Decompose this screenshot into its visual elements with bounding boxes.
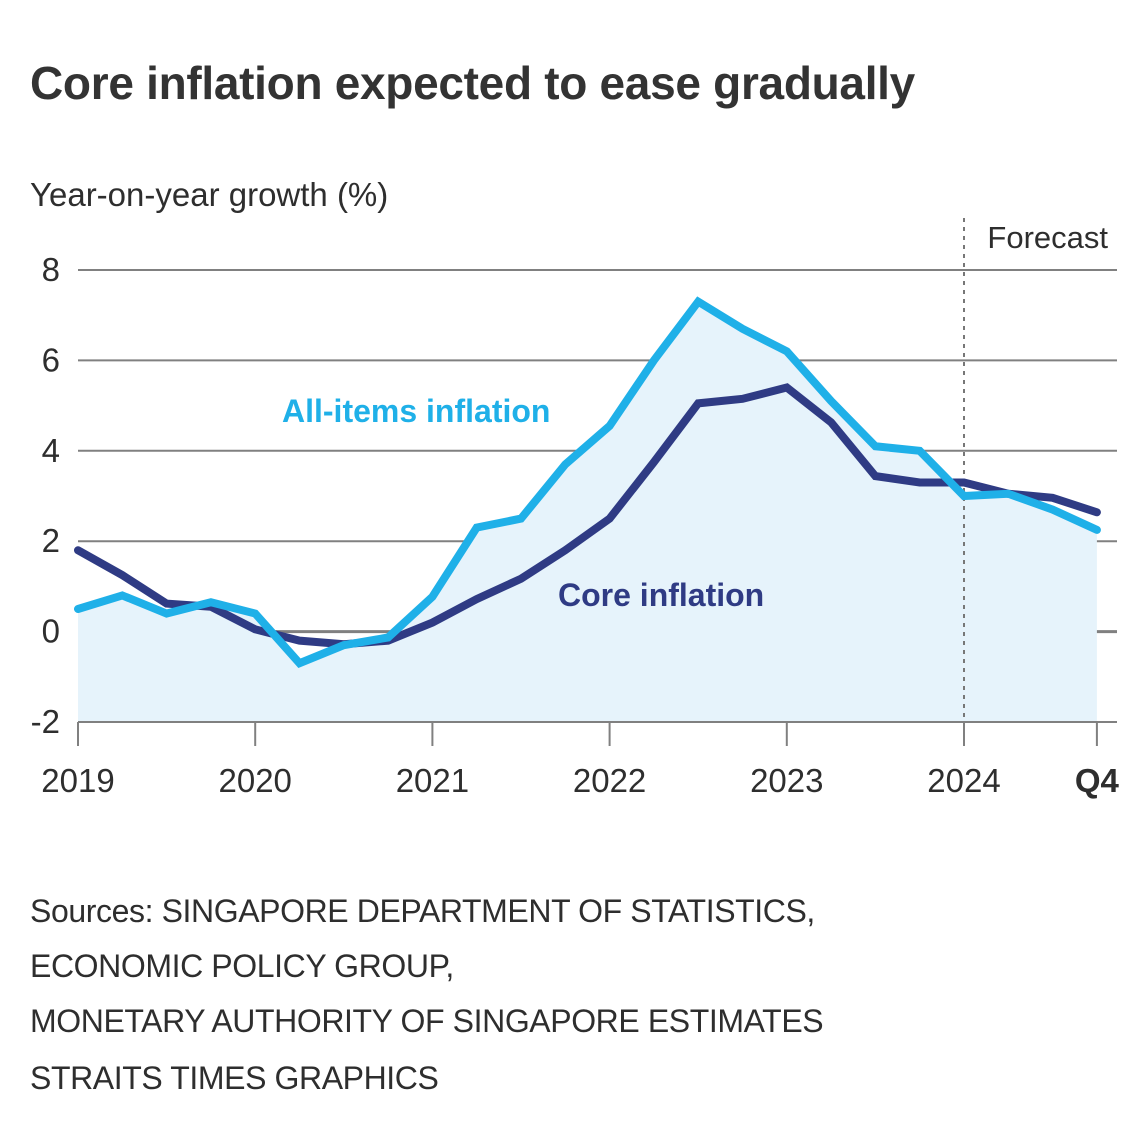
forecast-label: Forecast (987, 220, 1108, 255)
y-tick-label: 6 (42, 341, 60, 378)
series-lines (74, 296, 1101, 669)
core-inflation-line (74, 383, 1101, 649)
y-tick-label: 0 (42, 613, 60, 650)
source-line: ECONOMIC POLICY GROUP, (30, 948, 454, 984)
source-line: Sources: SINGAPORE DEPARTMENT OF STATIST… (30, 893, 815, 929)
y-tick-label: 2 (42, 522, 60, 559)
x-tick-label: Q4 (1075, 762, 1120, 799)
y-tick-label: 8 (42, 251, 60, 288)
y-axis-label: Year-on-year growth (%) (30, 176, 389, 213)
graphics-credit: STRAITS TIMES GRAPHICS (30, 1060, 439, 1096)
all-items-inflation-line (74, 296, 1101, 669)
x-tick-label: 2021 (396, 762, 469, 799)
x-tick-label: 2020 (218, 762, 291, 799)
x-tick-label: 2023 (750, 762, 823, 799)
area-under-all-items (78, 301, 1097, 722)
labels: 8 6 4 2 0 -2 All-items inflation Core inflation (31, 251, 765, 740)
core-inflation-label: Core inflation (558, 577, 764, 613)
y-tick-label: 4 (42, 432, 60, 469)
x-tick-label: 2019 (41, 762, 114, 799)
chart-title: Core inflation expected to ease graduall… (30, 57, 915, 109)
x-tick-label: 2022 (573, 762, 646, 799)
area-fill (78, 301, 1097, 722)
line-chart: Forecast 2019 2020 2021 2022 2023 2024 Q4 8 6 4 2… (31, 218, 1120, 799)
x-axis: 2019 2020 2021 2022 2023 2024 Q4 (41, 721, 1120, 799)
x-tick-label: 2024 (927, 762, 1000, 799)
all-items-inflation-label: All-items inflation (282, 393, 550, 429)
y-tick-label: -2 (31, 703, 60, 740)
forecast-marker: Forecast (963, 218, 1108, 738)
source-line: MONETARY AUTHORITY OF SINGAPORE ESTIMATE… (30, 1003, 824, 1039)
sources-note: Sources: SINGAPORE DEPARTMENT OF STATIST… (30, 884, 824, 1049)
